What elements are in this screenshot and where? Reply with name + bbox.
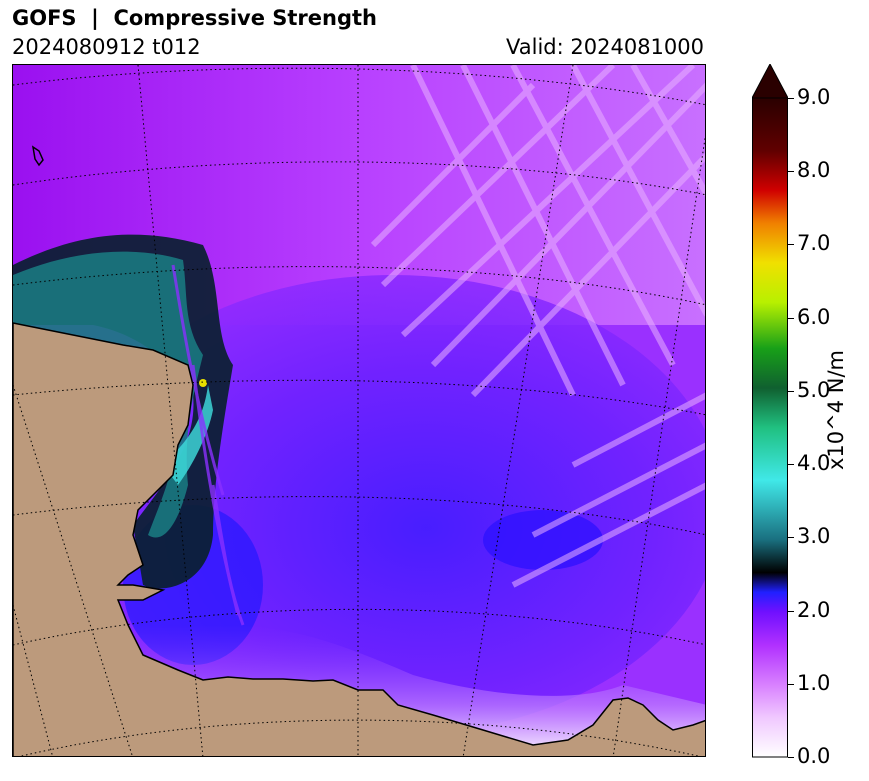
small-island (31, 145, 44, 167)
valid-timestamp: Valid: 2024081000 (506, 35, 704, 59)
colorbar (752, 64, 788, 758)
ice-max-spot (199, 379, 207, 387)
run-timestamp: 2024080912 t012 (12, 35, 201, 59)
colorbar-tickmark (788, 757, 794, 758)
colorbar-tickmark (788, 390, 794, 392)
colorbar-tickmark (788, 610, 794, 612)
colorbar-label: x10^4 N/m (824, 349, 848, 471)
colorbar-tick-label: 3.0 (797, 524, 831, 549)
colorbar-tickmark (788, 244, 794, 246)
graticule (13, 65, 705, 756)
colorbar-gradient (752, 97, 788, 758)
colorbar-extend-max (752, 64, 788, 99)
colorbar-tick-label: 5.0 (797, 377, 831, 402)
map-title: GOFS | Compressive Strength (12, 6, 377, 30)
colorbar-tickmark (788, 171, 794, 173)
colorbar-tick-label: 4.0 (797, 451, 831, 476)
map-panel (12, 64, 706, 757)
colorbar-tick-label: 9.0 (797, 85, 831, 109)
colorbar-tickmark (788, 317, 794, 319)
colorbar-tickmark (788, 464, 794, 466)
ice-cracks (171, 264, 245, 626)
colorbar-tickmark (788, 537, 794, 539)
colorbar-tickmark (788, 683, 794, 685)
colorbar-tick-label: 6.0 (797, 304, 831, 329)
colorbar-tick-label: 7.0 (797, 231, 831, 256)
colorbar-tickmark (788, 98, 794, 99)
ice-lead-streaks (370, 65, 705, 588)
colorbar-tick-label: 2.0 (797, 597, 831, 622)
colorbar-tick-label: 8.0 (797, 158, 831, 183)
land-antarctica (13, 322, 705, 756)
ice-teal-band (13, 251, 203, 538)
colorbar-tick-label: 1.0 (797, 670, 831, 695)
map-canvas (13, 65, 705, 756)
colorbar-tick-label: 0.0 (797, 744, 831, 768)
